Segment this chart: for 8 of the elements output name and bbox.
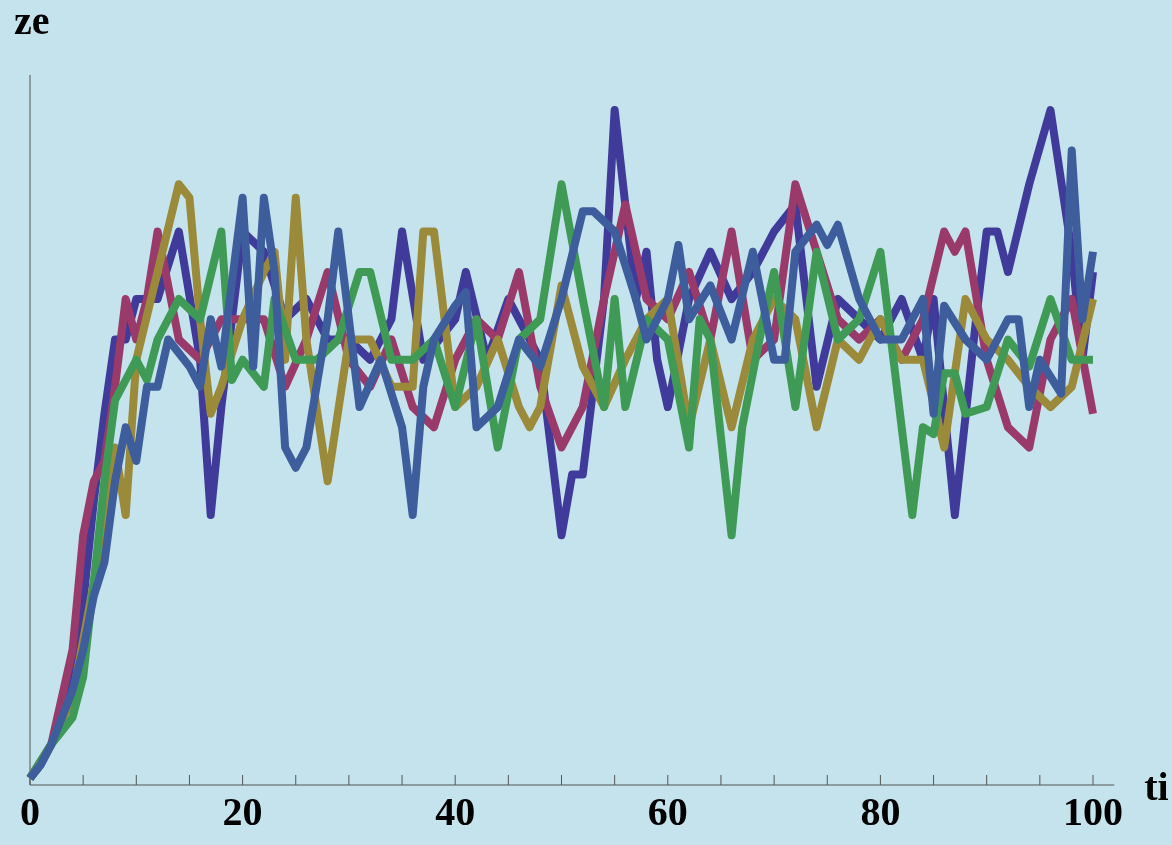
x-axis-title: ti	[1144, 764, 1169, 809]
y-axis-title: ze	[14, 0, 50, 43]
x-tick-label: 20	[222, 789, 263, 834]
x-tick-label: 40	[435, 789, 476, 834]
x-tick-label: 0	[20, 789, 40, 834]
x-tick-label: 100	[1063, 789, 1123, 834]
x-tick-label: 80	[860, 789, 901, 834]
x-tick-label: 60	[647, 789, 688, 834]
